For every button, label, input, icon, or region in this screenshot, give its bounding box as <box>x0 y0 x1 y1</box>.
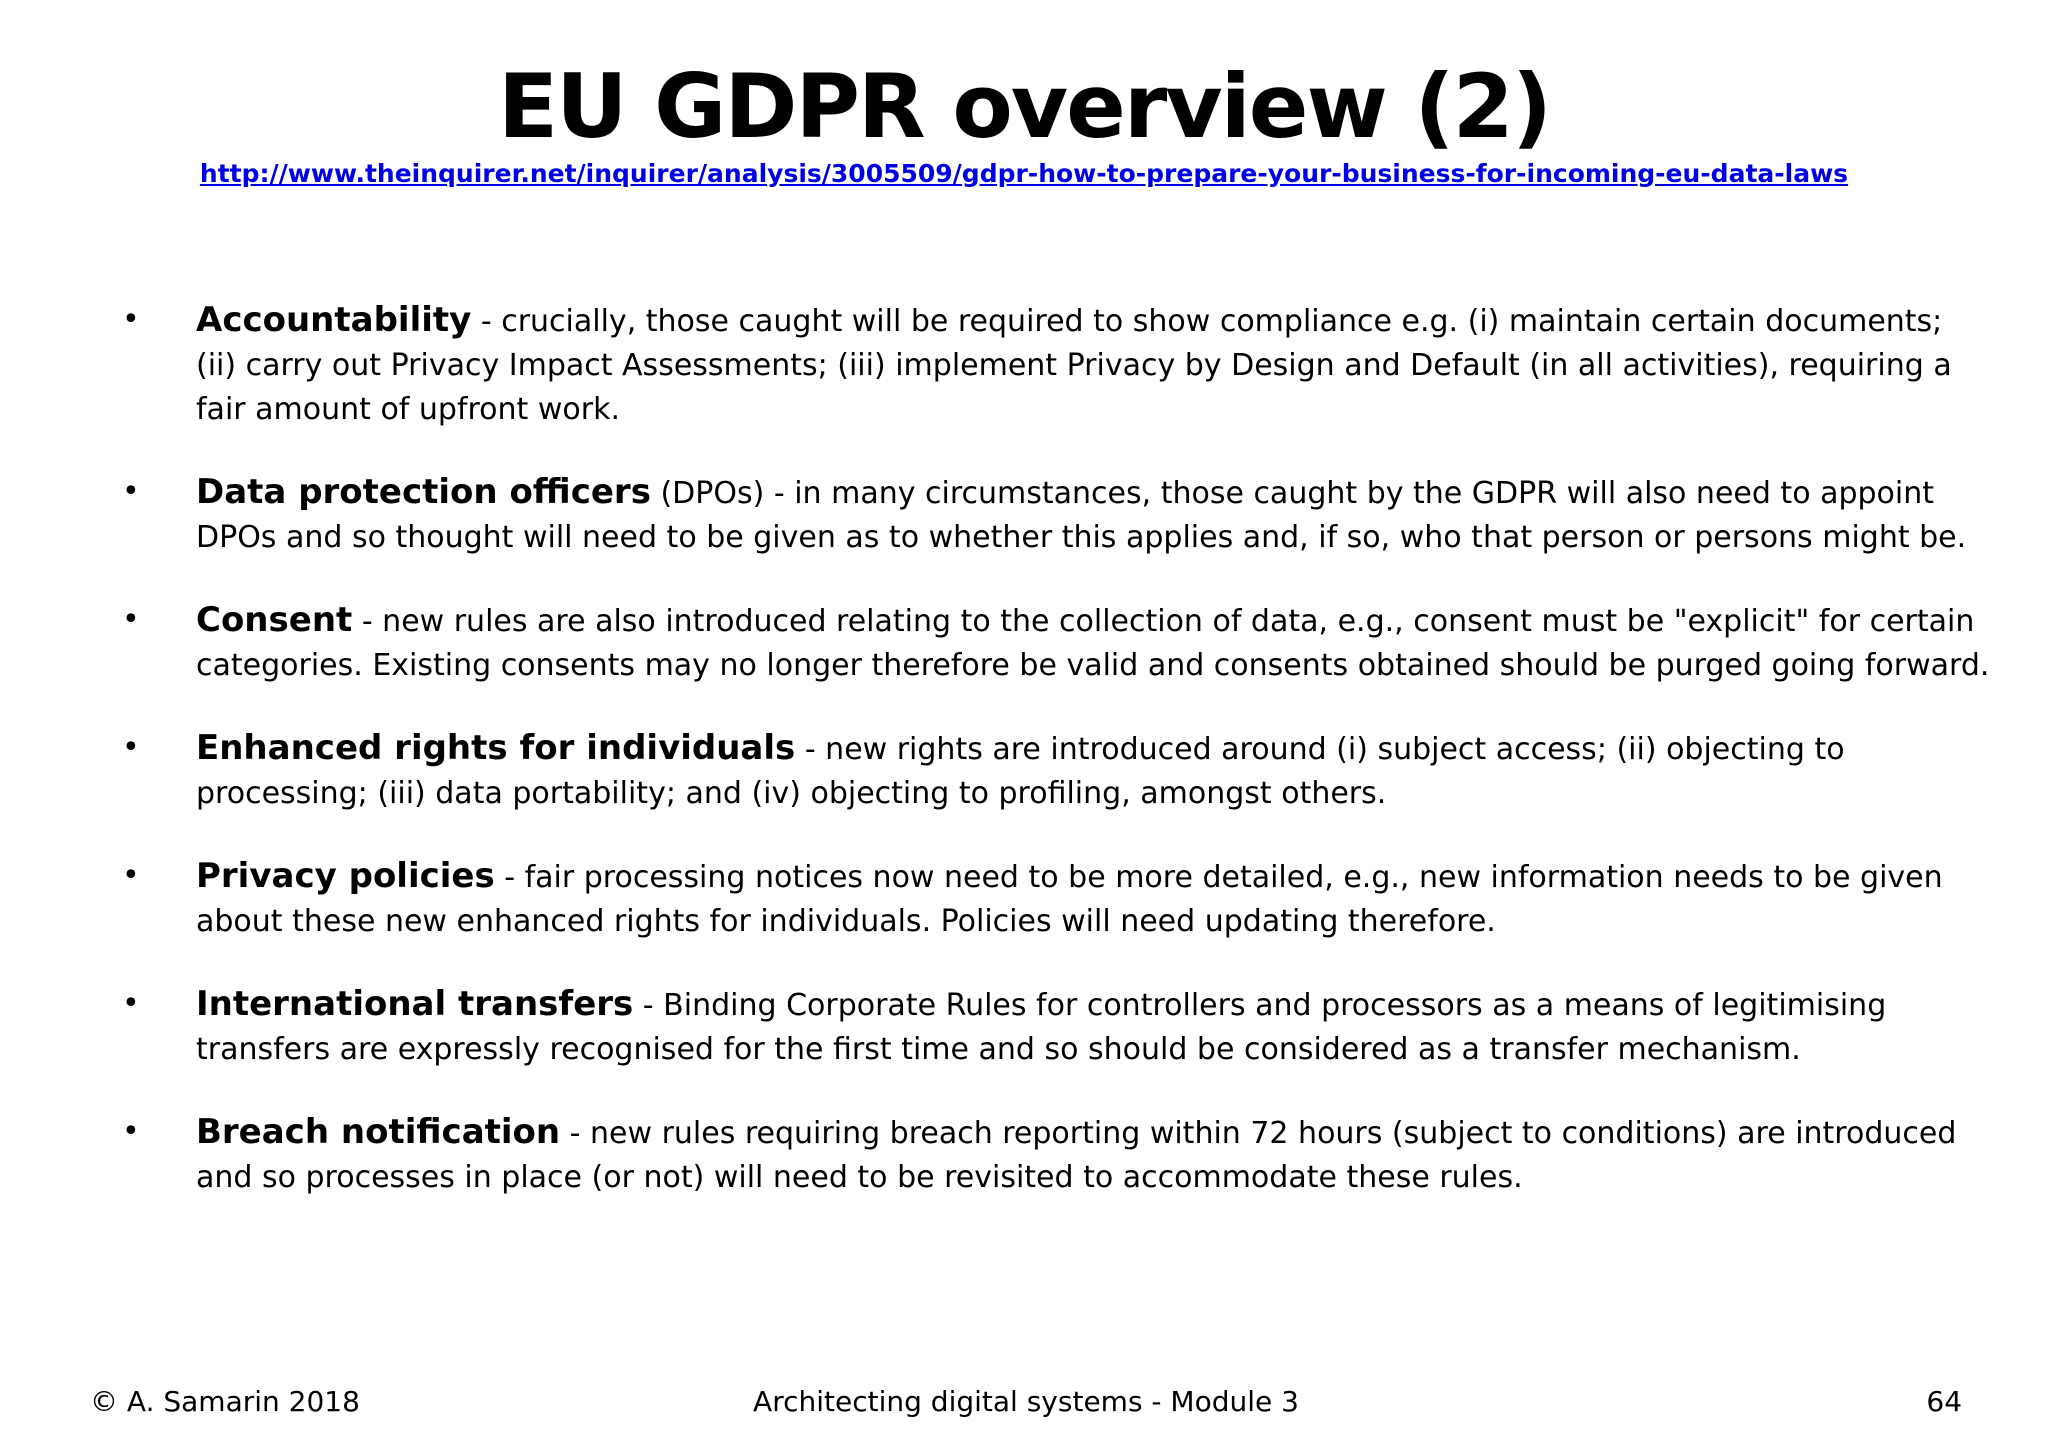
bullet-text: Accountability - crucially, those caught… <box>196 298 1990 432</box>
footer-module: Architecting digital systems - Module 3 <box>753 1385 1299 1418</box>
bullet-term: Accountability <box>196 299 472 340</box>
bullet-icon <box>122 298 196 342</box>
bullet-term: Data protection officers <box>196 471 651 512</box>
bullet-icon <box>122 854 196 898</box>
bullet-term: Consent <box>196 599 353 640</box>
bullet-icon <box>122 470 196 514</box>
source-link[interactable]: http://www.theinquirer.net/inquirer/anal… <box>199 158 1849 188</box>
footer-copyright: © A. Samarin 2018 <box>90 1385 360 1418</box>
bullet-item: Breach notification - new rules requirin… <box>122 1110 1990 1200</box>
bullet-icon <box>122 982 196 1026</box>
slide-footer: © A. Samarin 2018 Architecting digital s… <box>90 1385 1962 1418</box>
bullet-icon <box>122 726 196 770</box>
bullet-body: - crucially, those caught will be requir… <box>196 303 1952 427</box>
bullet-icon <box>122 598 196 642</box>
bullet-text: International transfers - Binding Corpor… <box>196 982 1990 1072</box>
bullet-icon <box>122 1110 196 1154</box>
bullet-item: Enhanced rights for individuals - new ri… <box>122 726 1990 816</box>
bullet-list: Accountability - crucially, those caught… <box>122 298 1990 1200</box>
bullet-item: Privacy policies - fair processing notic… <box>122 854 1990 944</box>
bullet-term: Privacy policies <box>196 855 495 896</box>
bullet-term: International transfers <box>196 983 634 1024</box>
source-link-row: http://www.theinquirer.net/inquirer/anal… <box>0 159 2048 188</box>
bullet-body: - Binding Corporate Rules for controller… <box>196 987 1887 1067</box>
bullet-body: - fair processing notices now need to be… <box>196 859 1943 939</box>
bullet-text: Enhanced rights for individuals - new ri… <box>196 726 1990 816</box>
bullet-body: (DPOs) - in many circumstances, those ca… <box>196 475 1967 555</box>
bullet-term: Breach notification <box>196 1111 561 1152</box>
bullet-body: - new rights are introduced around (i) s… <box>196 731 1845 811</box>
bullet-item: Data protection officers (DPOs) - in man… <box>122 470 1990 560</box>
bullet-text: Consent - new rules are also introduced … <box>196 598 1990 688</box>
bullet-body: - new rules requiring breach reporting w… <box>196 1115 1957 1195</box>
page-title: EU GDPR overview (2) <box>497 55 1552 158</box>
bullet-item: Consent - new rules are also introduced … <box>122 598 1990 688</box>
bullet-text: Privacy policies - fair processing notic… <box>196 854 1990 944</box>
bullet-text: Breach notification - new rules requirin… <box>196 1110 1990 1200</box>
bullet-text: Data protection officers (DPOs) - in man… <box>196 470 1990 560</box>
bullet-item: International transfers - Binding Corpor… <box>122 982 1990 1072</box>
bullet-item: Accountability - crucially, those caught… <box>122 298 1990 432</box>
bullet-body: - new rules are also introduced relating… <box>196 603 1990 683</box>
bullet-term: Enhanced rights for individuals <box>196 727 796 768</box>
footer-page-number: 64 <box>1926 1385 1963 1418</box>
